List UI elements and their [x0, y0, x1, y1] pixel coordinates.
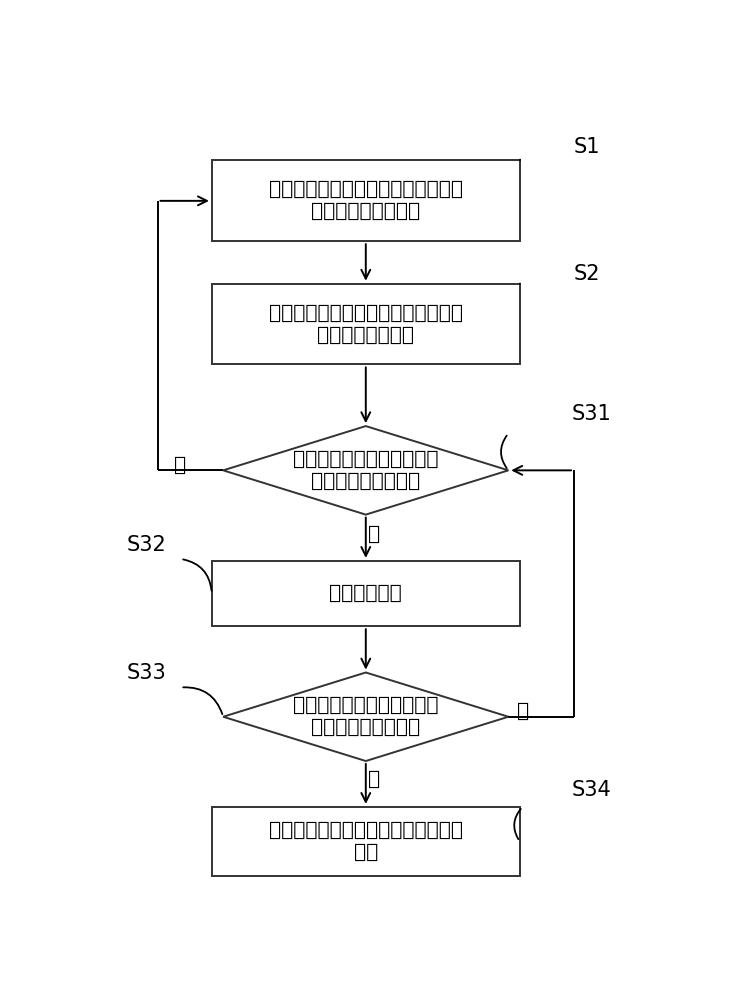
Text: 否: 否 — [174, 455, 186, 474]
Text: 判断当前预测温度是否大于
或等于第二预设阈值: 判断当前预测温度是否大于 或等于第二预设阈值 — [293, 696, 439, 737]
Text: 否: 否 — [517, 702, 528, 721]
Polygon shape — [223, 426, 509, 515]
Text: 获取与多种工况参数的当前数值相对
应的当前预测温度: 获取与多种工况参数的当前数值相对 应的当前预测温度 — [269, 304, 463, 345]
Text: 是: 是 — [368, 770, 381, 789]
Text: S1: S1 — [574, 137, 601, 157]
Text: 是: 是 — [368, 525, 381, 544]
FancyBboxPatch shape — [212, 561, 520, 626]
Text: S2: S2 — [574, 264, 601, 284]
Text: S34: S34 — [571, 780, 611, 800]
Text: S31: S31 — [571, 404, 611, 424]
FancyBboxPatch shape — [212, 284, 520, 364]
Polygon shape — [223, 672, 509, 761]
Text: 在车辆开始起步时，获取车辆运行时
的多种当前工况参数: 在车辆开始起步时，获取车辆运行时 的多种当前工况参数 — [269, 180, 463, 221]
Text: 判断当前预测温度是否大于
或等于第一预设阈值: 判断当前预测温度是否大于 或等于第一预设阈值 — [293, 450, 439, 491]
FancyBboxPatch shape — [212, 160, 520, 241]
FancyBboxPatch shape — [212, 807, 520, 876]
Text: 启动降温措施: 启动降温措施 — [330, 584, 402, 603]
Text: S33: S33 — [127, 663, 166, 683]
Text: 驱动离合器打开使离合器处于不连动
状态: 驱动离合器打开使离合器处于不连动 状态 — [269, 821, 463, 862]
Text: S32: S32 — [127, 535, 166, 555]
